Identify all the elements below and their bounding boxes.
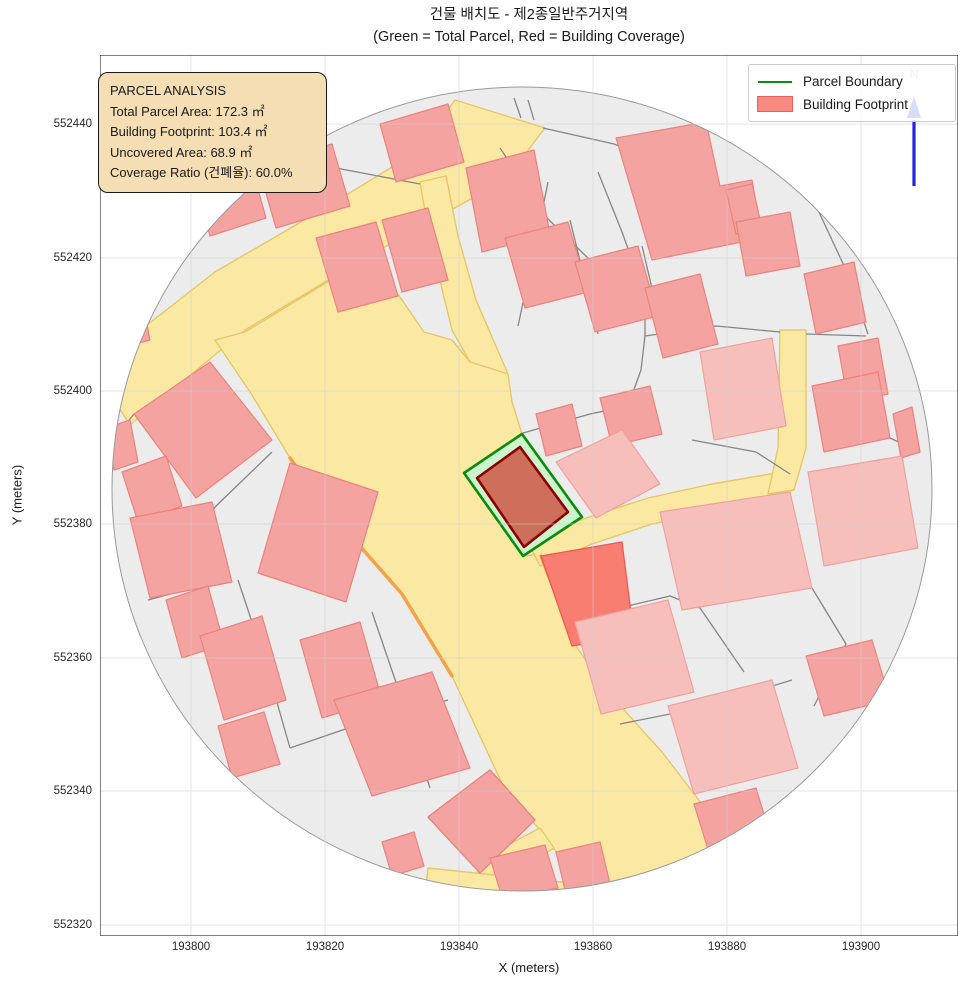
x-axis-label: X (meters) (498, 960, 560, 975)
building-footprint (659, 491, 813, 611)
building-footprint (803, 261, 867, 335)
building-footprint (129, 501, 233, 599)
chart-title-line1: 건물 배치도 - 제2종일반주거지역 (429, 7, 629, 23)
building-footprint (489, 844, 559, 891)
building-footprint (427, 769, 536, 874)
building-footprint (257, 462, 379, 603)
legend-item-parcel-boundary: Parcel Boundary (757, 74, 947, 89)
parcel-analysis-box: PARCEL ANALYSIS Total Parcel Area: 172.3… (98, 72, 327, 193)
building-footprint (811, 371, 891, 453)
map-plot: N (100, 55, 958, 936)
building-footprint (217, 711, 281, 779)
chart-title-line2: (Green = Total Parcel, Red = Building Co… (373, 29, 685, 45)
building-footprint (381, 831, 425, 877)
building-footprint (333, 671, 471, 797)
x-tick-label: 193880 (707, 941, 747, 953)
building-footprint (644, 273, 719, 359)
legend: Parcel Boundary Building Footprint (748, 64, 956, 122)
x-tick-label: 193840 (439, 941, 479, 953)
info-line-title: PARCEL ANALYSIS (110, 83, 227, 98)
info-line-total-area: Total Parcel Area: 172.3 ㎡ (110, 103, 265, 119)
x-tick-label: 193900 (841, 941, 881, 953)
parcel-boundary-line (691, 439, 791, 475)
info-line-footprint: Building Footprint: 103.4 ㎡ (110, 124, 268, 139)
chart-title: 건물 배치도 - 제2종일반주거지역 (Green = Total Parcel… (100, 4, 958, 48)
building-footprint-swatch-icon (757, 96, 793, 112)
building-footprint (892, 406, 921, 459)
building-footprint (667, 679, 799, 795)
info-line-uncovered: Uncovered Area: 68.9 ㎡ (110, 144, 253, 160)
y-tick-label: 552340 (53, 785, 92, 797)
info-line-coverage: Coverage Ratio (건폐율): 60.0% (110, 165, 293, 180)
building-footprint (555, 429, 661, 519)
legend-label: Building Footprint (803, 96, 909, 112)
building-footprint (599, 385, 663, 447)
building-footprint (315, 221, 399, 313)
building-footprint (381, 207, 449, 293)
building-footprint (574, 599, 695, 715)
grid-lines (100, 55, 958, 936)
legend-label: Parcel Boundary (803, 74, 903, 89)
map-clip-outline (111, 86, 933, 892)
y-tick-label: 552360 (53, 652, 92, 664)
building-footprint (121, 455, 183, 523)
y-tick-label: 552320 (53, 919, 92, 931)
x-tick-label: 193820 (305, 941, 345, 953)
y-axis-label: Y (meters) (9, 464, 25, 526)
building-footprint (112, 289, 151, 351)
legend-item-building-footprint: Building Footprint (757, 96, 947, 112)
x-tick-label: 193860 (573, 941, 613, 953)
building-footprint (699, 337, 787, 441)
parcel-boundary-line (513, 97, 522, 119)
x-tick-label: 193800 (171, 941, 211, 953)
parcel-boundary-line-icon (757, 80, 793, 83)
north-south-road (767, 329, 807, 495)
highlight-building (475, 445, 570, 549)
parcel-boundary-line (527, 99, 535, 121)
building-footprint (807, 455, 919, 567)
y-tick-label: 552400 (53, 385, 92, 397)
y-tick-label: 552440 (53, 118, 92, 130)
y-tick-label: 552380 (53, 518, 92, 530)
building-footprint (133, 361, 273, 499)
building-footprint (199, 615, 287, 721)
building-footprint (735, 211, 801, 277)
y-tick-label: 552420 (53, 252, 92, 264)
building-footprint (535, 403, 583, 457)
